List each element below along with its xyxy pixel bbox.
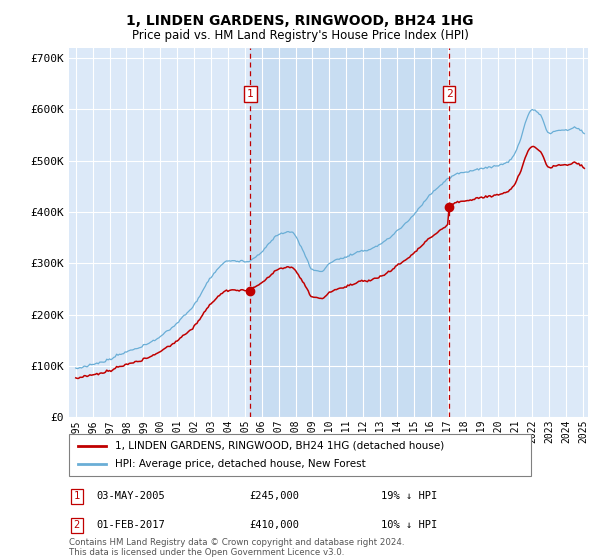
Text: 2: 2 bbox=[74, 520, 80, 530]
Text: 03-MAY-2005: 03-MAY-2005 bbox=[96, 491, 165, 501]
Text: Contains HM Land Registry data © Crown copyright and database right 2024.
This d: Contains HM Land Registry data © Crown c… bbox=[69, 538, 404, 557]
Text: HPI: Average price, detached house, New Forest: HPI: Average price, detached house, New … bbox=[115, 459, 366, 469]
Text: 2: 2 bbox=[446, 89, 452, 99]
Text: 1, LINDEN GARDENS, RINGWOOD, BH24 1HG (detached house): 1, LINDEN GARDENS, RINGWOOD, BH24 1HG (d… bbox=[115, 441, 445, 451]
Text: £245,000: £245,000 bbox=[249, 491, 299, 501]
Text: 10% ↓ HPI: 10% ↓ HPI bbox=[381, 520, 437, 530]
Text: £410,000: £410,000 bbox=[249, 520, 299, 530]
Text: 1: 1 bbox=[74, 491, 80, 501]
Text: 1: 1 bbox=[247, 89, 254, 99]
Text: 19% ↓ HPI: 19% ↓ HPI bbox=[381, 491, 437, 501]
Text: 01-FEB-2017: 01-FEB-2017 bbox=[96, 520, 165, 530]
Bar bbox=[250, 48, 449, 417]
Text: Price paid vs. HM Land Registry's House Price Index (HPI): Price paid vs. HM Land Registry's House … bbox=[131, 29, 469, 42]
Text: 1, LINDEN GARDENS, RINGWOOD, BH24 1HG: 1, LINDEN GARDENS, RINGWOOD, BH24 1HG bbox=[126, 14, 474, 28]
FancyBboxPatch shape bbox=[69, 434, 531, 476]
